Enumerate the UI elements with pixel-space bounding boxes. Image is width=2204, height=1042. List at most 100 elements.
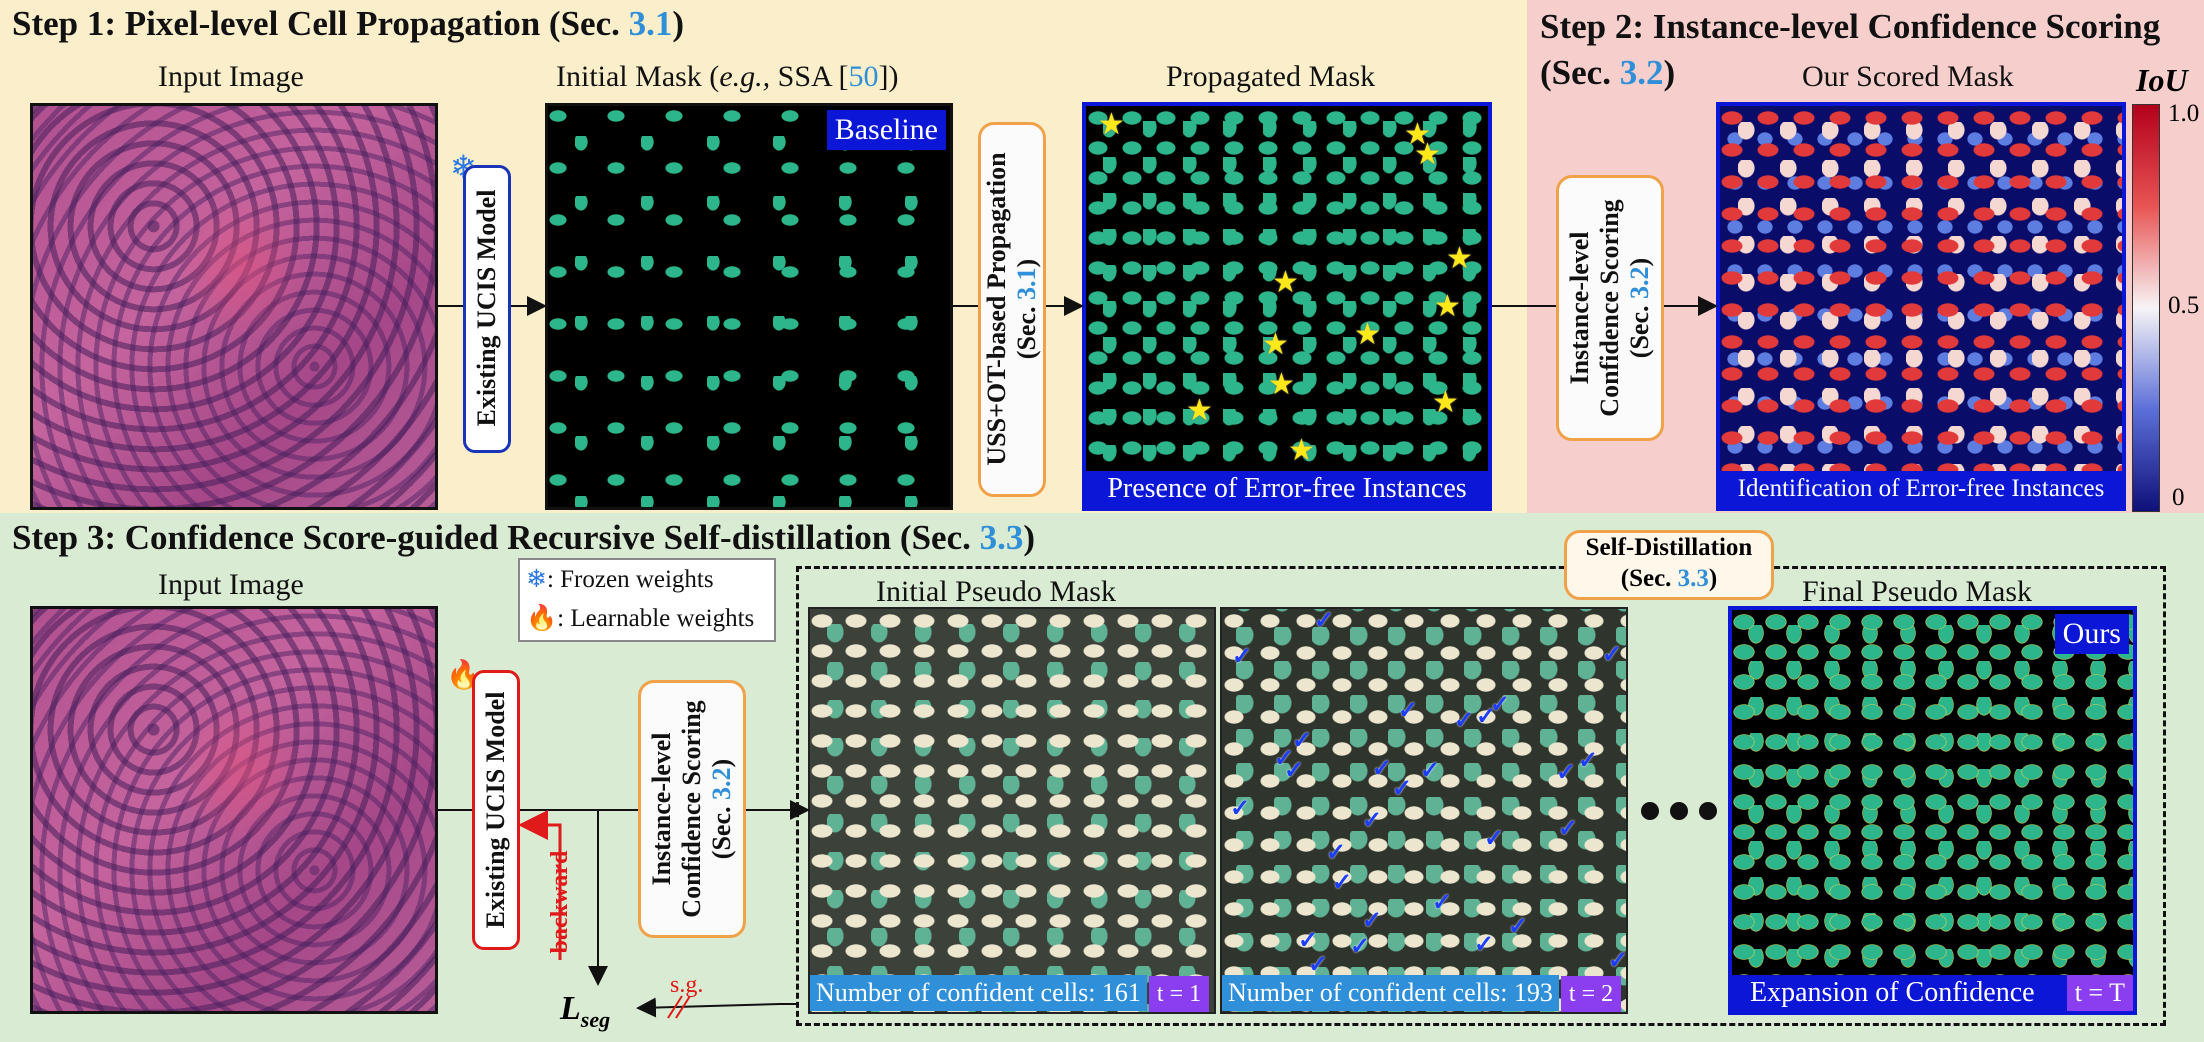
scoring2-line3: (Sec. 3.2)	[707, 679, 737, 939]
propagation-label: USS+OT-based Propagation (Sec. 3.1)	[982, 134, 1042, 484]
propagation-line2: (Sec. 3.1)	[1012, 134, 1042, 484]
check-icon: ✓	[1508, 914, 1529, 940]
colorbar-label: IoU	[2136, 62, 2188, 98]
check-icon: ✓	[1420, 758, 1441, 784]
self-distill-line2: (Sec. 3.3)	[1564, 563, 1774, 594]
check-icon: ✓	[1314, 608, 1335, 634]
star-icon: ★	[1432, 386, 1459, 419]
self-distill-close: )	[1708, 565, 1718, 592]
ellipsis-dot	[1670, 802, 1688, 820]
check-icon: ✓	[1454, 708, 1475, 734]
scoring-close: )	[1625, 257, 1654, 267]
colorbar-tick-top: 1.0	[2168, 100, 2200, 127]
self-distill-ref[interactable]: 3.3	[1677, 565, 1709, 592]
scoring-label-2: Instance-level Confidence Scoring (Sec. …	[647, 679, 737, 939]
check-icon: ✓	[1298, 928, 1319, 954]
step2-ref[interactable]: 3.2	[1619, 53, 1664, 92]
confident-161-row: Number of confident cells: 161 t = 1	[810, 975, 1210, 1012]
expansion-badge: Expansion of Confidence	[1742, 975, 2043, 1011]
input-image-2-caption: Input Image	[158, 568, 304, 601]
stop-gradient-label: s.g.	[670, 972, 704, 998]
check-icon: ✓	[1392, 776, 1413, 802]
input-image-2	[30, 606, 438, 1014]
initial-mask-image: Baseline	[545, 103, 953, 510]
star-icon: ★	[1272, 266, 1299, 299]
propagation-close: )	[1012, 258, 1041, 268]
existing-ucis-label-1: Existing UCIS Model	[472, 189, 501, 427]
initial-mask-ref[interactable]: 50	[848, 60, 879, 93]
snowflake-icon: ❄	[526, 566, 547, 593]
propagation-line2-text: (Sec.	[1012, 299, 1041, 360]
self-distillation-frame	[796, 566, 2166, 1026]
check-icon: ✓	[1398, 698, 1419, 724]
check-icon: ✓	[1362, 908, 1383, 934]
scoring2-line3-text: (Sec.	[707, 799, 736, 860]
step3-ref[interactable]: 3.3	[979, 518, 1024, 557]
confident-161-badge: Number of confident cells: 161	[810, 975, 1147, 1011]
step1-close: )	[672, 4, 685, 43]
step1-ref[interactable]: 3.1	[628, 4, 673, 43]
check-icon: ✓	[1362, 808, 1383, 834]
step1-title-text: Step 1: Pixel-level Cell Propagation (Se…	[12, 4, 629, 43]
check-icon: ✓	[1308, 952, 1329, 978]
star-icon: ★	[1098, 108, 1125, 141]
step3-title-text: Step 3: Confidence Score-guided Recursiv…	[12, 518, 980, 557]
loss-subscript: seg	[580, 1006, 611, 1032]
initial-mask-post: ])	[878, 60, 899, 93]
scored-mask-caption: Our Scored Mask	[1802, 60, 2014, 93]
scoring-label-1: Instance-level Confidence Scoring (Sec. …	[1565, 178, 1655, 438]
step2-title-line2-text: (Sec.	[1540, 53, 1620, 92]
check-icon: ✓	[1230, 796, 1251, 822]
check-icon: ✓	[1490, 692, 1511, 718]
scoring2-close: )	[707, 758, 736, 768]
initial-mask-caption: Initial Mask (e.g., SSA [50])	[556, 60, 899, 94]
initial-mask-mid: SSA [	[770, 60, 849, 93]
self-distillation-box	[1564, 530, 1774, 600]
check-icon: ✓	[1608, 948, 1629, 974]
star-icon: ★	[1262, 328, 1289, 361]
initial-pseudo-mask-image: Number of confident cells: 161 t = 1	[808, 607, 1216, 1014]
ellipsis-dot	[1641, 802, 1659, 820]
input-image-caption: Input Image	[158, 60, 304, 93]
propagation-ref[interactable]: 3.1	[1012, 267, 1041, 300]
check-icon: ✓	[1602, 642, 1623, 668]
step1-title: Step 1: Pixel-level Cell Propagation (Se…	[12, 4, 684, 44]
colorbar-tick-mid: 0.5	[2168, 292, 2200, 319]
legend-frozen-text: : Frozen weights	[546, 566, 714, 593]
t2-badge: t = 2	[1560, 976, 1622, 1012]
star-icon: ★	[1404, 118, 1431, 151]
step2-title: Step 2: Instance-level Confidence Scorin…	[1540, 4, 2160, 96]
existing-ucis-box-2	[472, 670, 520, 950]
flame-icon: 🔥	[526, 605, 558, 632]
check-icon: ✓	[1326, 840, 1347, 866]
scoring-line3-text: (Sec.	[1625, 298, 1654, 359]
scoring-line1: Instance-level	[1565, 231, 1594, 385]
check-icon: ✓	[1432, 890, 1453, 916]
check-icon: ✓	[1292, 728, 1313, 754]
scoring-ref[interactable]: 3.2	[1625, 266, 1654, 299]
scoring2-ref[interactable]: 3.2	[707, 767, 736, 800]
scored-mask-image: Identification of Error-free Instances	[1716, 102, 2126, 511]
check-icon: ✓	[1484, 826, 1505, 852]
check-icon: ✓	[1284, 758, 1305, 784]
existing-ucis-label-2: Existing UCIS Model	[481, 691, 510, 929]
star-icon: ★	[1446, 242, 1473, 275]
input-image-1	[30, 103, 438, 510]
star-icon: ★	[1354, 318, 1381, 351]
scoring-line2: Confidence Scoring	[1595, 199, 1624, 417]
final-pseudo-mask-image: Ours Expansion of Confidence t = T	[1728, 606, 2137, 1015]
self-distill-line2-text: (Sec.	[1620, 565, 1678, 592]
star-icon: ★	[1414, 138, 1441, 171]
star-icon: ★	[1434, 290, 1461, 323]
weights-legend: ❄: Frozen weights 🔥: Learnable weights	[518, 558, 776, 642]
star-icon: ★	[1186, 394, 1213, 427]
initial-mask-pre: Initial Mask (	[556, 60, 720, 93]
initial-pseudo-mask-caption: Initial Pseudo Mask	[876, 575, 1116, 608]
step2-close: )	[1663, 53, 1676, 92]
star-icon: ★	[1288, 434, 1315, 467]
initial-mask-eg: e.g.,	[719, 60, 771, 93]
colorbar-tick-bottom: 0	[2172, 484, 2185, 511]
check-icon: ✓	[1556, 760, 1577, 786]
check-icon: ✓	[1350, 934, 1371, 960]
